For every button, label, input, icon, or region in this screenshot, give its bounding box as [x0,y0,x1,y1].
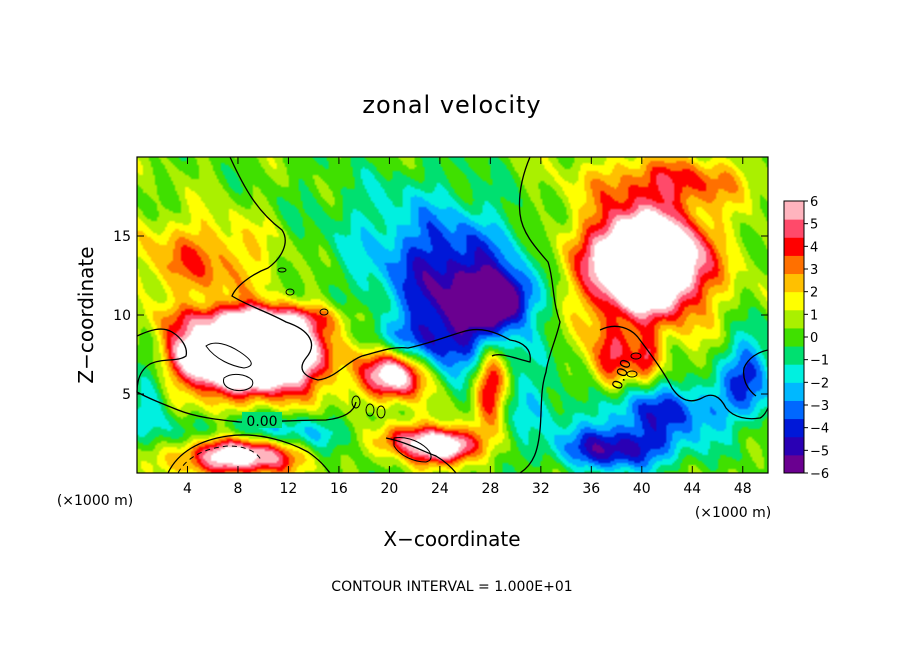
colorbar-cell [784,418,804,438]
zero-contour-line [229,156,531,381]
colorbar-cell [784,364,804,383]
colorbar-cell [784,436,804,456]
colorbar-label: 6 [810,195,818,210]
zero-contour-line [742,349,769,397]
contour-line [277,267,287,273]
contour-line [319,308,329,316]
y-tick-label: 15 [113,229,131,245]
colorbar: 6 5 4 3 2 1 0 −1 −2 −3 −4 −5 −6 [783,195,829,482]
x-tick-label: 8 [233,481,242,497]
colorbar-label: 3 [810,263,818,278]
contour-line [223,373,254,391]
colorbar-label: −3 [810,399,829,414]
colorbar-cell [784,400,804,420]
contour-label-bg [242,412,282,428]
x-tick-label: 16 [330,481,348,497]
x-tick-label: 36 [582,481,600,497]
contour-line [351,395,361,409]
x-axis-title: X−coordinate [383,527,520,551]
contour-line [376,405,386,419]
colorbar-cell [784,454,804,474]
colorbar-cell [784,327,804,347]
x-tick-label: 12 [280,481,298,497]
contour-label: 0.00 [246,414,277,430]
x-tick-label: 44 [683,481,701,497]
colorbar-label: 1 [810,308,818,323]
contour-line [205,342,252,369]
colorbar-labels: 6 5 4 3 2 1 0 −1 −2 −3 −4 −5 −6 [804,195,829,482]
y-tick-label: 5 [122,387,131,403]
x-tick-label: 28 [481,481,499,497]
y-axis-ticks: 5 10 15 [113,229,768,403]
x-axis-ticks: 4 8 12 16 20 24 28 32 36 40 44 48 [183,157,752,497]
x-tick-label: 48 [734,481,752,497]
x-unit-label-right: (×1000 m) [695,505,771,521]
contour-line [365,403,375,417]
zero-contour-line [167,434,331,474]
colorbar-cell [784,273,804,293]
y-axis-title: Z−coordinate [74,246,98,383]
colorbar-label: −6 [810,467,829,482]
colorbar-label: −1 [810,354,829,369]
zero-contour-line [385,437,457,474]
x-tick-label: 40 [633,481,651,497]
colorbar-label: 5 [810,218,818,233]
contour-line [393,437,432,463]
colorbar-cell [784,255,804,275]
x-unit-label-left: (×1000 m) [57,493,133,509]
colorbar-cell [784,291,804,311]
colorbar-cell [784,346,804,365]
colorbar-cell [784,382,804,401]
zero-contour-line [599,325,769,420]
contour-line [285,288,295,296]
colorbar-label: −5 [810,444,829,459]
chart-title: zonal velocity [362,91,541,119]
x-tick-label: 20 [380,481,398,497]
colorbar-label: 2 [810,286,818,301]
colorbar-cell [784,219,804,238]
colorbar-label: 4 [810,240,818,255]
velocity-field [137,157,768,473]
colorbar-cells [784,201,804,474]
colorbar-cell [784,201,804,220]
colorbar-label: −2 [810,376,829,391]
colorbar-cell [784,237,804,256]
zero-contour-line [518,156,561,474]
colorbar-cell [784,309,804,329]
x-tick-label: 4 [183,481,192,497]
colorbar-label: −4 [810,422,829,437]
colorbar-label: 0 [810,331,818,346]
contour-line [630,352,642,360]
contour-interval-note: CONTOUR INTERVAL = 1.000E+01 [331,579,572,595]
x-tick-label: 32 [532,481,550,497]
contour-line [626,370,638,378]
x-tick-label: 24 [431,481,449,497]
y-tick-label: 10 [113,308,131,324]
